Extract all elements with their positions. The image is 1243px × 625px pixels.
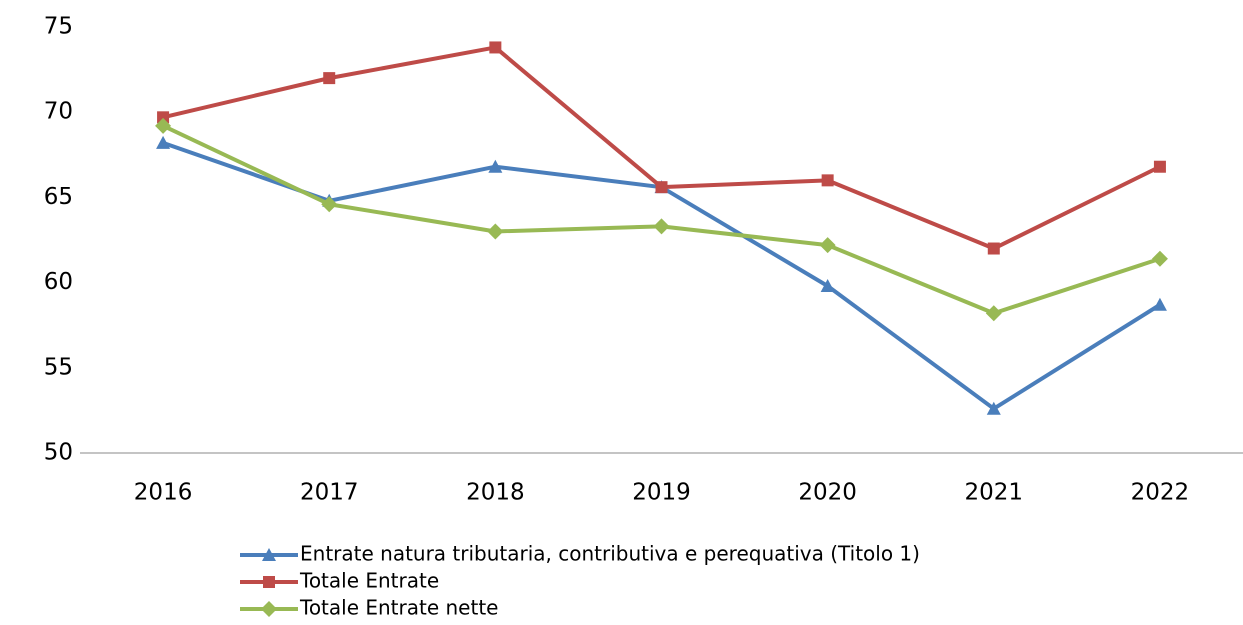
x-tick-label: 2019 (632, 480, 691, 506)
data-point (155, 117, 172, 134)
legend-marker (263, 576, 275, 588)
data-point (985, 305, 1002, 322)
y-tick-label: 70 (44, 99, 73, 125)
data-point (653, 218, 670, 235)
data-point (156, 135, 171, 149)
data-point (987, 242, 1000, 255)
x-tick-label: 2022 (1131, 480, 1190, 506)
y-tick-label: 60 (44, 269, 73, 295)
x-tick-label: 2018 (466, 480, 525, 506)
legend-marker (261, 601, 277, 617)
legend-label: Entrate natura tributaria, contributiva … (300, 542, 920, 566)
legend-label: Totale Entrate (299, 569, 439, 593)
y-tick-label: 50 (44, 440, 73, 466)
data-point (321, 196, 338, 213)
data-point (1152, 297, 1167, 311)
x-tick-label: 2020 (798, 480, 857, 506)
y-tick-label: 55 (44, 354, 73, 380)
x-tick-label: 2021 (965, 480, 1024, 506)
y-tick-label: 75 (44, 14, 73, 40)
data-point (821, 174, 834, 187)
data-point (488, 159, 503, 173)
data-point (655, 181, 668, 194)
data-point (323, 72, 336, 85)
data-point (1151, 250, 1168, 267)
legend-label: Totale Entrate nette (299, 596, 498, 620)
data-point (157, 111, 170, 124)
data-point (820, 279, 835, 293)
x-tick-label: 2016 (134, 480, 193, 506)
data-point (487, 223, 504, 240)
data-point (489, 41, 502, 54)
y-tick-label: 65 (44, 184, 73, 210)
data-point (986, 401, 1001, 415)
legend-marker (262, 548, 276, 561)
data-point (1153, 160, 1166, 173)
series-line (162, 45, 1161, 251)
x-tick-label: 2017 (300, 480, 359, 506)
data-point (819, 237, 836, 254)
